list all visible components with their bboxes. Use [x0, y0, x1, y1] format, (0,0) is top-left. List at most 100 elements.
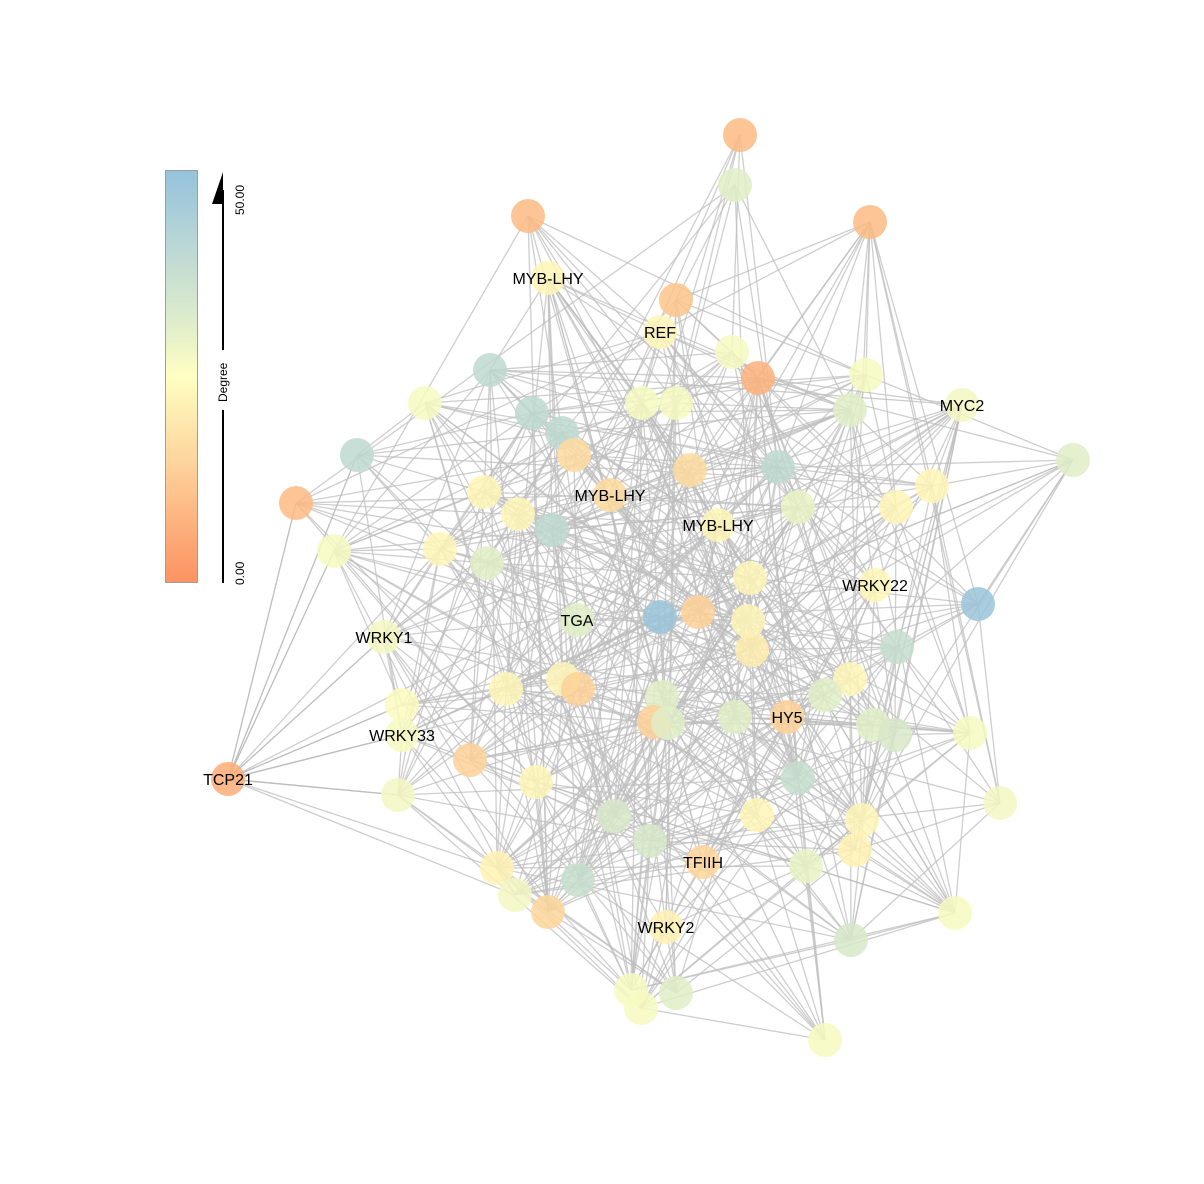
- node[interactable]: [834, 923, 868, 957]
- node[interactable]: [915, 469, 949, 503]
- node-myc2[interactable]: [945, 388, 979, 422]
- node[interactable]: [740, 798, 774, 832]
- edge: [227, 778, 498, 869]
- node[interactable]: [845, 803, 879, 837]
- node[interactable]: [731, 604, 765, 638]
- node[interactable]: [673, 453, 707, 487]
- node[interactable]: [480, 851, 514, 885]
- node[interactable]: [659, 386, 693, 420]
- edge: [577, 819, 863, 881]
- edge: [496, 867, 852, 941]
- edge: [227, 734, 403, 780]
- edge: [734, 716, 956, 914]
- node[interactable]: [467, 475, 501, 509]
- node[interactable]: [453, 743, 487, 777]
- node[interactable]: [789, 849, 823, 883]
- node[interactable]: [519, 765, 553, 799]
- node[interactable]: [953, 716, 987, 750]
- node-tfiih[interactable]: [686, 845, 720, 879]
- edge: [356, 432, 563, 456]
- node-tga[interactable]: [560, 603, 594, 637]
- node[interactable]: [808, 678, 842, 712]
- node[interactable]: [833, 662, 867, 696]
- node[interactable]: [761, 450, 795, 484]
- node[interactable]: [849, 358, 883, 392]
- node[interactable]: [983, 786, 1017, 820]
- node[interactable]: [643, 600, 677, 634]
- edge: [854, 849, 956, 914]
- node[interactable]: [938, 896, 972, 930]
- node[interactable]: [561, 863, 595, 897]
- node[interactable]: [489, 672, 523, 706]
- node-wrky1[interactable]: [367, 620, 401, 654]
- node[interactable]: [781, 490, 815, 524]
- edge: [295, 331, 661, 504]
- node[interactable]: [741, 361, 775, 395]
- node[interactable]: [317, 534, 351, 568]
- node-myb-lhy[interactable]: [531, 261, 565, 295]
- edge: [401, 688, 579, 706]
- edge: [573, 402, 677, 456]
- node[interactable]: [659, 283, 693, 317]
- node[interactable]: [833, 393, 867, 427]
- edge: [397, 548, 441, 796]
- node[interactable]: [681, 595, 715, 629]
- node-wrky33[interactable]: [385, 718, 419, 752]
- node-wrky22[interactable]: [858, 568, 892, 602]
- node[interactable]: [733, 561, 767, 595]
- node[interactable]: [473, 353, 507, 387]
- node[interactable]: [838, 833, 872, 867]
- node[interactable]: [853, 205, 887, 239]
- legend-title: Degree: [216, 362, 230, 402]
- node-wrky2[interactable]: [649, 910, 683, 944]
- edge: [702, 409, 851, 863]
- edge: [734, 716, 807, 867]
- node[interactable]: [651, 706, 685, 740]
- edge: [613, 815, 807, 867]
- node[interactable]: [408, 386, 442, 420]
- node[interactable]: [531, 895, 565, 929]
- node[interactable]: [340, 438, 374, 472]
- node[interactable]: [557, 438, 591, 472]
- node[interactable]: [381, 778, 415, 812]
- edge: [401, 678, 564, 706]
- node[interactable]: [879, 490, 913, 524]
- node[interactable]: [535, 513, 569, 547]
- node[interactable]: [423, 532, 457, 566]
- edge: [383, 636, 615, 817]
- node[interactable]: [781, 761, 815, 795]
- node[interactable]: [561, 672, 595, 706]
- node[interactable]: [515, 396, 549, 430]
- node[interactable]: [470, 546, 504, 580]
- node-ref[interactable]: [643, 315, 677, 349]
- node[interactable]: [878, 718, 912, 752]
- node-myb-lhy[interactable]: [593, 478, 627, 512]
- node[interactable]: [279, 486, 313, 520]
- node[interactable]: [718, 700, 752, 734]
- edge: [227, 778, 516, 896]
- edge: [486, 562, 564, 680]
- node[interactable]: [715, 335, 749, 369]
- node[interactable]: [659, 976, 693, 1010]
- node[interactable]: [723, 118, 757, 152]
- node[interactable]: [385, 688, 419, 722]
- node-myb-lhy[interactable]: [701, 508, 735, 542]
- node[interactable]: [1056, 443, 1090, 477]
- node[interactable]: [961, 587, 995, 621]
- node[interactable]: [735, 633, 769, 667]
- node[interactable]: [633, 824, 667, 858]
- node[interactable]: [498, 878, 532, 912]
- node[interactable]: [624, 991, 658, 1025]
- node-tcp21[interactable]: [211, 762, 245, 796]
- node[interactable]: [511, 199, 545, 233]
- node[interactable]: [597, 799, 631, 833]
- edge: [777, 221, 871, 468]
- edge: [805, 865, 956, 914]
- edge: [486, 562, 578, 621]
- node[interactable]: [718, 168, 752, 202]
- node-hy5[interactable]: [770, 700, 804, 734]
- node[interactable]: [501, 497, 535, 531]
- node[interactable]: [625, 386, 659, 420]
- node[interactable]: [880, 630, 914, 664]
- node[interactable]: [808, 1023, 842, 1057]
